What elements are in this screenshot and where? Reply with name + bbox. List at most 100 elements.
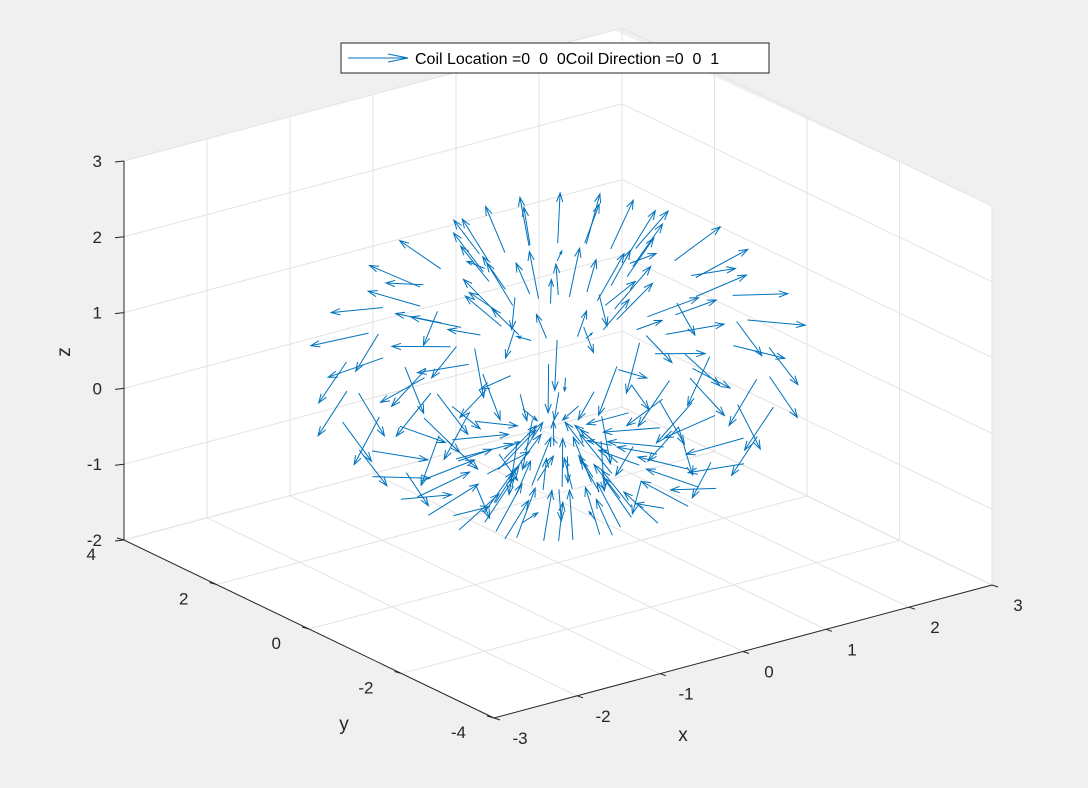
arrow-shaft <box>358 392 385 437</box>
x-tick-mark <box>742 651 750 654</box>
quiver-arrow <box>371 450 430 463</box>
arrow-head <box>499 431 511 439</box>
y-tick-mark <box>209 582 217 585</box>
arrow-shaft <box>687 356 711 406</box>
arrow-head <box>695 349 707 358</box>
arrow-shaft <box>684 353 721 387</box>
arrow-shaft <box>436 393 469 435</box>
arrow-head <box>663 353 673 364</box>
arrow-head <box>417 403 425 415</box>
arrow-shaft <box>453 219 480 255</box>
arrow-shaft <box>358 449 388 487</box>
quiver-arrow <box>558 500 566 541</box>
arrow-shaft <box>466 260 485 269</box>
arrow-shaft <box>522 408 538 421</box>
arrow-shaft <box>562 405 579 421</box>
arrow-head <box>422 335 431 347</box>
quiver-arrow <box>626 236 655 277</box>
quiver-arrow <box>695 248 750 278</box>
quiver-arrow <box>420 435 440 487</box>
quiver-arrow <box>605 438 664 448</box>
arrow-shaft <box>674 226 721 262</box>
arrow-head <box>585 418 597 426</box>
arrow-head <box>329 308 341 316</box>
arrow-head <box>596 481 605 493</box>
arrow-shaft <box>487 451 530 475</box>
arrow-head <box>647 452 657 463</box>
arrow-shaft <box>584 204 600 244</box>
arrow-head <box>686 395 695 407</box>
quiver-arrow <box>459 245 490 282</box>
arrow-shaft <box>647 426 680 462</box>
arrow-head <box>354 361 364 373</box>
y-tick-mark <box>394 671 402 674</box>
arrow-head <box>395 427 405 438</box>
arrow-shaft <box>485 206 506 253</box>
arrow-shaft <box>604 281 636 306</box>
arrow-shaft <box>601 416 611 464</box>
arrow-shaft <box>400 494 452 500</box>
arrow-shaft <box>626 210 656 258</box>
arrow-shaft <box>768 347 799 385</box>
arrow-head <box>714 322 726 330</box>
quiver-arrow <box>485 205 506 253</box>
arrow-shaft <box>353 416 380 465</box>
arrow-head <box>687 325 696 337</box>
arrow-shaft <box>629 253 657 264</box>
arrow-shaft <box>580 429 619 464</box>
arrow-shaft <box>515 262 531 295</box>
arrow-shaft <box>564 421 585 448</box>
quiver-arrow <box>479 375 511 390</box>
quiver-arrow <box>616 282 654 321</box>
arrow-shaft <box>572 437 592 483</box>
arrow-shaft <box>372 476 430 479</box>
arrow-head <box>535 313 543 323</box>
legend[interactable]: Coil Location =0 0 0Coil Direction =0 0 … <box>340 42 770 74</box>
quiver-arrow <box>600 469 632 508</box>
arrow-shaft <box>504 500 530 540</box>
arrow-shaft <box>460 245 490 282</box>
arrow-head <box>418 454 430 463</box>
quiver-arrow <box>552 392 560 422</box>
arrow-shaft <box>464 295 502 327</box>
arrow-head <box>557 511 565 523</box>
arrow-head <box>459 245 470 256</box>
z-tick-mark <box>114 539 125 542</box>
quiver-arrow <box>556 249 563 262</box>
quiver-arrow <box>384 279 424 288</box>
arrow-shaft <box>564 377 566 392</box>
arrow-head <box>366 290 378 298</box>
arrow-head <box>743 440 753 452</box>
arrow-head <box>378 476 388 487</box>
arrow-shaft <box>447 329 481 336</box>
quiver-arrow <box>475 486 491 520</box>
arrow-head <box>645 236 655 248</box>
arrow-head <box>595 498 604 509</box>
z-tick-mark <box>114 387 125 390</box>
quiver-arrow <box>329 307 383 316</box>
quiver-arrow <box>636 319 664 331</box>
arrow-head <box>601 475 611 487</box>
arrow-head <box>464 295 475 305</box>
quiver-arrow <box>585 412 629 426</box>
arrow-shaft <box>598 449 640 466</box>
arrow-head <box>479 382 491 390</box>
z-tick-label: -2 <box>87 531 102 550</box>
arrow-shaft <box>569 490 574 540</box>
grid-line-z-right <box>621 103 993 283</box>
quiver-arrow <box>604 280 637 306</box>
arrow-head <box>518 195 526 207</box>
arrow-shaft <box>602 299 630 331</box>
quiver-arrow <box>551 339 559 392</box>
z-tick-label: -1 <box>87 455 102 474</box>
arrow-head <box>509 320 517 331</box>
arrow-head <box>564 474 571 484</box>
arrow-shaft <box>476 421 518 427</box>
quiver-arrow <box>556 191 564 244</box>
quiver-arrow <box>768 347 799 386</box>
arrow-head <box>647 252 658 260</box>
arrow-shaft <box>524 422 544 451</box>
quiver-arrow <box>635 209 670 249</box>
arrow-shaft <box>405 472 429 506</box>
